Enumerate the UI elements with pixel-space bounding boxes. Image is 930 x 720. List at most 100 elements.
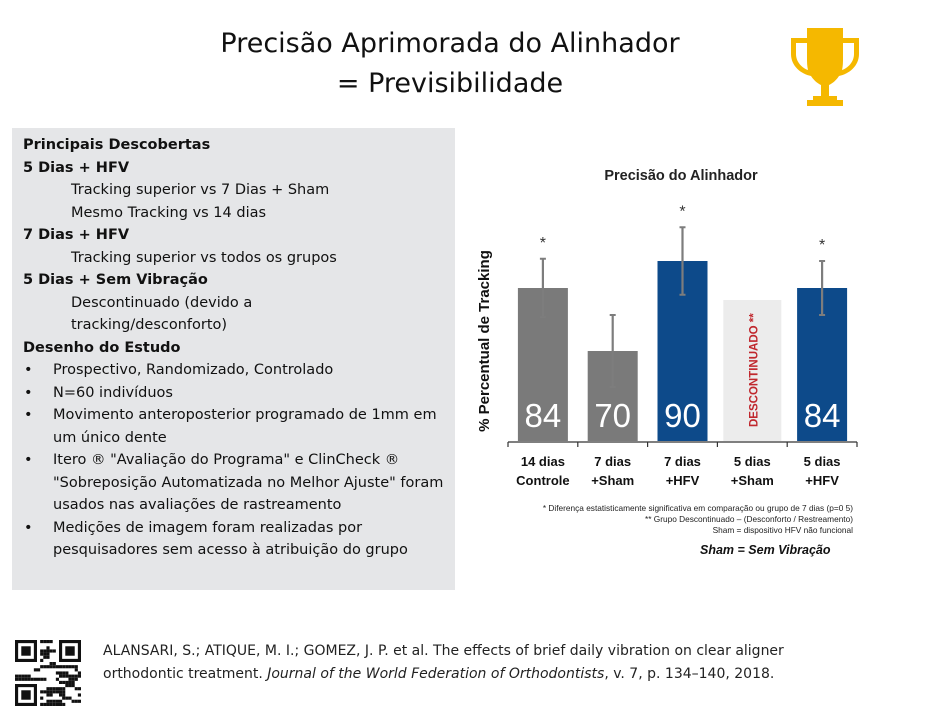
qr-module [24,674,28,678]
qr-module [46,646,50,650]
qr-module [55,702,59,706]
qr-module [55,665,59,669]
qr-module [59,671,63,675]
trophy-icon [791,28,859,106]
qr-module [62,687,66,691]
x-tick-label: +Sham [731,473,774,488]
group-line: Descontinuado (devido a [71,294,253,311]
qr-module [43,702,47,706]
findings-heading: Principais Descobertas [23,137,211,153]
qr-module [43,655,47,659]
bar-value-label: 84 [804,397,841,434]
qr-module [46,699,50,703]
qr-module [49,690,53,694]
qr-module [74,677,78,681]
qr-module [21,646,31,656]
x-tick-label: +HFV [805,473,839,488]
qr-module [71,674,75,678]
qr-module [59,665,63,669]
citation-details: , v. 7, p. 134–140, 2018. [604,666,775,682]
qr-module [43,665,47,669]
bar-value-label: 70 [594,397,631,434]
qr-module [37,677,41,681]
group-label: 5 Dias + HFV [23,159,130,176]
chart-title: Precisão do Alinhador [604,168,758,184]
design-bullet: N=60 indivíduos [23,382,455,405]
qr-module [46,665,50,669]
qr-module [46,649,50,653]
qr-module [74,665,78,669]
x-tick-label: +Sham [591,473,634,488]
qr-module [46,652,50,656]
qr-module [71,699,75,703]
design-bullet: Medições de imagem foram realizadas por … [23,517,455,562]
x-tick-label: 7 dias [594,454,631,469]
qr-module [65,665,69,669]
citation-journal: Journal of the World Federation of Ortho… [267,666,605,682]
qr-module [71,680,75,684]
qr-module [65,684,69,688]
qr-module [71,677,75,681]
qr-module [40,696,44,700]
qr-module [40,658,44,662]
citation-authors: ALANSARI, S.; ATIQUE, M. I.; GOMEZ, J. P… [103,643,784,682]
qr-module [52,699,56,703]
significance-marker: * [540,235,546,252]
group-label: 7 Dias + HFV [23,227,130,243]
qr-module [18,677,22,681]
qr-module [40,665,44,669]
qr-module [65,646,75,656]
qr-module [52,702,56,706]
qr-module [52,687,56,691]
qr-module [68,696,72,700]
qr-module [59,680,63,684]
qr-module [55,699,59,703]
qr-module [27,677,31,681]
qr-module [52,649,56,653]
qr-module [71,684,75,688]
qr-module [71,665,75,669]
qr-module [46,687,50,691]
qr-module [49,640,53,644]
qr-module [52,662,56,666]
chart-footnote: * Diferença estatisticamente significati… [543,503,853,513]
qr-module [55,671,59,675]
design-bullet: Prospectivo, Randomizado, Controlado [23,359,455,382]
design-list: Prospectivo, Randomizado, Controlado N=6… [23,359,455,562]
qr-module [68,665,72,669]
qr-module [30,677,34,681]
findings-panel: Principais Descobertas 5 Dias + HFV Trac… [12,128,455,590]
qr-module [49,687,53,691]
qr-module [62,690,66,694]
accuracy-chart: Precisão do Alinhador % Percentual de Tr… [460,125,930,565]
qr-module [77,693,81,697]
qr-module [59,674,63,678]
significance-marker: * [679,203,685,220]
qr-module [65,680,69,684]
qr-module [40,677,44,681]
slide-title: Precisão Aprimorada do Alinhador = Previ… [180,24,720,104]
qr-module [49,702,53,706]
qr-module [77,699,81,703]
bar-value-label: 84 [525,397,562,434]
qr-module [49,665,53,669]
significance-marker: * [819,237,825,254]
x-tick-label: 7 dias [664,454,701,469]
discontinued-label: DESCONTINUADO ** [748,313,760,427]
bar-discontinued [723,300,782,441]
qr-module [40,640,44,644]
sham-note: Sham = Sem Vibração [700,543,831,557]
qr-code-icon[interactable] [15,640,81,706]
qr-module [46,640,50,644]
qr-module [74,668,78,672]
qr-module [46,693,50,697]
qr-module [74,699,78,703]
qr-module [77,687,81,691]
qr-module [49,649,53,653]
qr-module [43,677,47,681]
qr-module [65,696,69,700]
x-tick-label: Controle [516,473,569,488]
qr-module [33,668,37,672]
y-axis-label: % Percentual de Tracking [476,250,493,432]
design-heading: Desenho do Estudo [23,339,181,356]
